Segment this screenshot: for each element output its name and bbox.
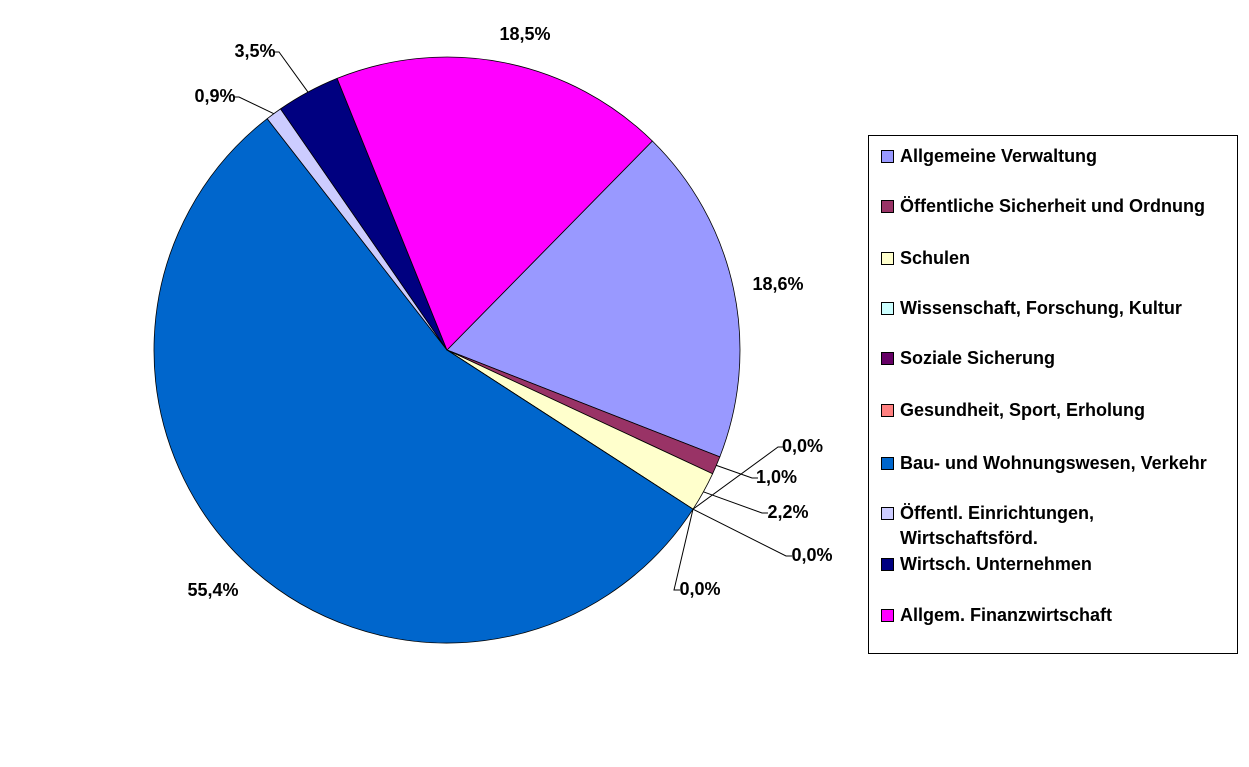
legend-label: Gesundheit, Sport, Erholung	[900, 400, 1145, 420]
legend-item: Öffentliche Sicherheit und Ordnung	[881, 194, 1226, 219]
legend-label: Allgem. Finanzwirtschaft	[900, 605, 1113, 625]
leader-line	[692, 508, 792, 557]
data-label: 1,0%	[756, 467, 797, 487]
data-label: 2,2%	[767, 502, 808, 522]
legend-item: Gesundheit, Sport, Erholung	[881, 398, 1226, 423]
pie-slice	[336, 56, 653, 351]
data-label: 0,0%	[679, 579, 720, 599]
legend-item: Allgem. Finanzwirtschaft	[881, 603, 1226, 628]
leader-line	[273, 51, 309, 93]
leader-line	[233, 96, 275, 115]
legend: Allgemeine Verwaltung Öffentliche Sicherh…	[868, 135, 1238, 654]
data-label: 55,4%	[187, 580, 238, 600]
legend-swatch	[881, 352, 894, 365]
leader-line	[703, 491, 768, 514]
data-label: 18,6%	[752, 274, 803, 294]
pie-slice	[153, 118, 694, 644]
legend-label: Wissenschaft, Forschung, Kultur	[900, 298, 1182, 318]
leader-line	[716, 464, 758, 479]
data-label: 3,5%	[234, 41, 275, 61]
legend-swatch	[881, 252, 894, 265]
legend-swatch	[881, 558, 894, 571]
legend-swatch	[881, 457, 894, 470]
data-label: 0,0%	[782, 436, 823, 456]
legend-swatch	[881, 609, 894, 622]
legend-swatch	[881, 200, 894, 213]
legend-item: Allgemeine Verwaltung	[881, 144, 1226, 169]
data-label: 0,9%	[194, 86, 235, 106]
legend-label: Öffentliche Sicherheit und Ordnung	[900, 196, 1206, 216]
legend-label: Wirtsch. Unternehmen	[900, 554, 1092, 574]
legend-item: Wissenschaft, Forschung, Kultur	[881, 296, 1226, 321]
legend-label: Soziale Sicherung	[900, 348, 1056, 368]
legend-swatch	[881, 150, 894, 163]
legend-item: Öffentl. Einrichtungen, Wirtschaftsförd.	[881, 501, 1226, 551]
legend-item: Wirtsch. Unternehmen	[881, 552, 1226, 577]
data-label: 0,0%	[791, 545, 832, 565]
leader-line	[673, 509, 694, 591]
pie-area: 18,6% 1,0% 2,2% 0,0% 0,0% 0,0% 55,4% 0,9% 3,5% 18…	[153, 24, 833, 644]
legend-item: Schulen	[881, 246, 1226, 271]
pie-slice	[446, 140, 741, 458]
legend-label: Schulen	[900, 248, 971, 268]
legend-item: Soziale Sicherung	[881, 346, 1226, 371]
legend-item: Bau- und Wohnungswesen, Verkehr	[881, 451, 1226, 476]
legend-label: Öffentl. Einrichtungen, Wirtschaftsförd.	[900, 503, 1094, 548]
legend-label: Bau- und Wohnungswesen, Verkehr	[900, 453, 1207, 473]
data-label: 18,5%	[499, 24, 550, 44]
legend-label: Allgemeine Verwaltung	[900, 146, 1098, 166]
legend-swatch	[881, 507, 894, 520]
legend-swatch	[881, 404, 894, 417]
leader-line	[692, 446, 784, 510]
legend-swatch	[881, 302, 894, 315]
